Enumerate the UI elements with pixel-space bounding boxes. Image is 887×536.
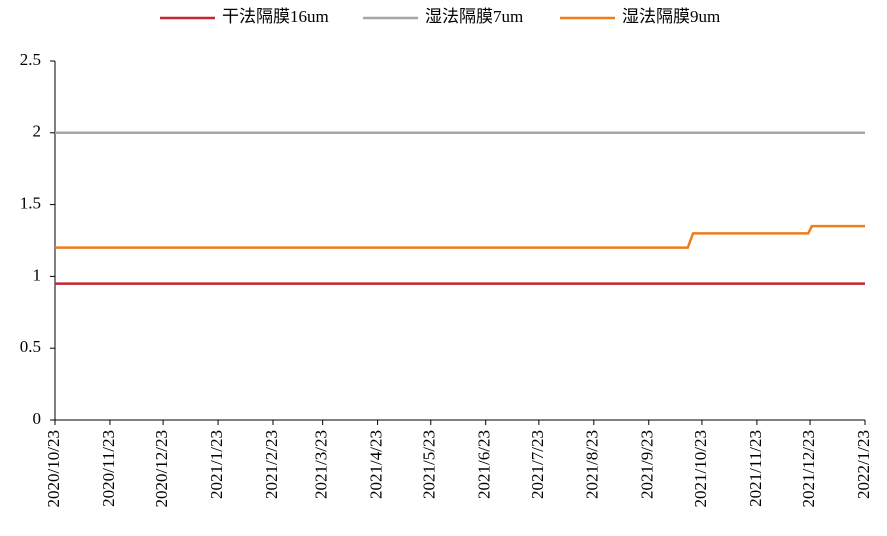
x-tick-label: 2021/2/23 bbox=[262, 430, 281, 499]
x-tick-label: 2021/12/23 bbox=[799, 430, 818, 507]
legend-label: 湿法隔膜9um bbox=[622, 7, 720, 26]
x-tick-label: 2021/6/23 bbox=[475, 430, 494, 499]
x-tick-label: 2021/1/23 bbox=[207, 430, 226, 499]
x-tick-label: 2021/3/23 bbox=[312, 430, 331, 499]
legend-label: 湿法隔膜7um bbox=[425, 7, 523, 26]
x-tick-label: 2020/11/23 bbox=[99, 430, 118, 507]
x-tick-label: 2021/9/23 bbox=[638, 430, 657, 499]
x-tick-label: 2021/4/23 bbox=[366, 430, 385, 499]
y-tick-label: 1 bbox=[33, 265, 42, 284]
x-tick-label: 2021/10/23 bbox=[691, 430, 710, 507]
x-tick-label: 2020/12/23 bbox=[152, 430, 171, 507]
x-tick-label: 2021/8/23 bbox=[583, 430, 602, 499]
series-line bbox=[55, 224, 865, 249]
y-tick-label: 2 bbox=[33, 122, 42, 141]
legend-label: 干法隔膜16um bbox=[222, 7, 329, 26]
y-tick-label: 0.5 bbox=[20, 337, 41, 356]
x-tick-label: 2021/7/23 bbox=[528, 430, 547, 499]
y-tick-label: 0 bbox=[33, 409, 42, 428]
y-tick-label: 2.5 bbox=[20, 50, 41, 69]
x-tick-label: 2021/5/23 bbox=[420, 430, 439, 499]
y-tick-label: 1.5 bbox=[20, 194, 41, 213]
x-tick-label: 2022/1/23 bbox=[854, 430, 873, 499]
x-tick-label: 2020/10/23 bbox=[44, 430, 63, 507]
x-tick-label: 2021/11/23 bbox=[746, 430, 765, 507]
